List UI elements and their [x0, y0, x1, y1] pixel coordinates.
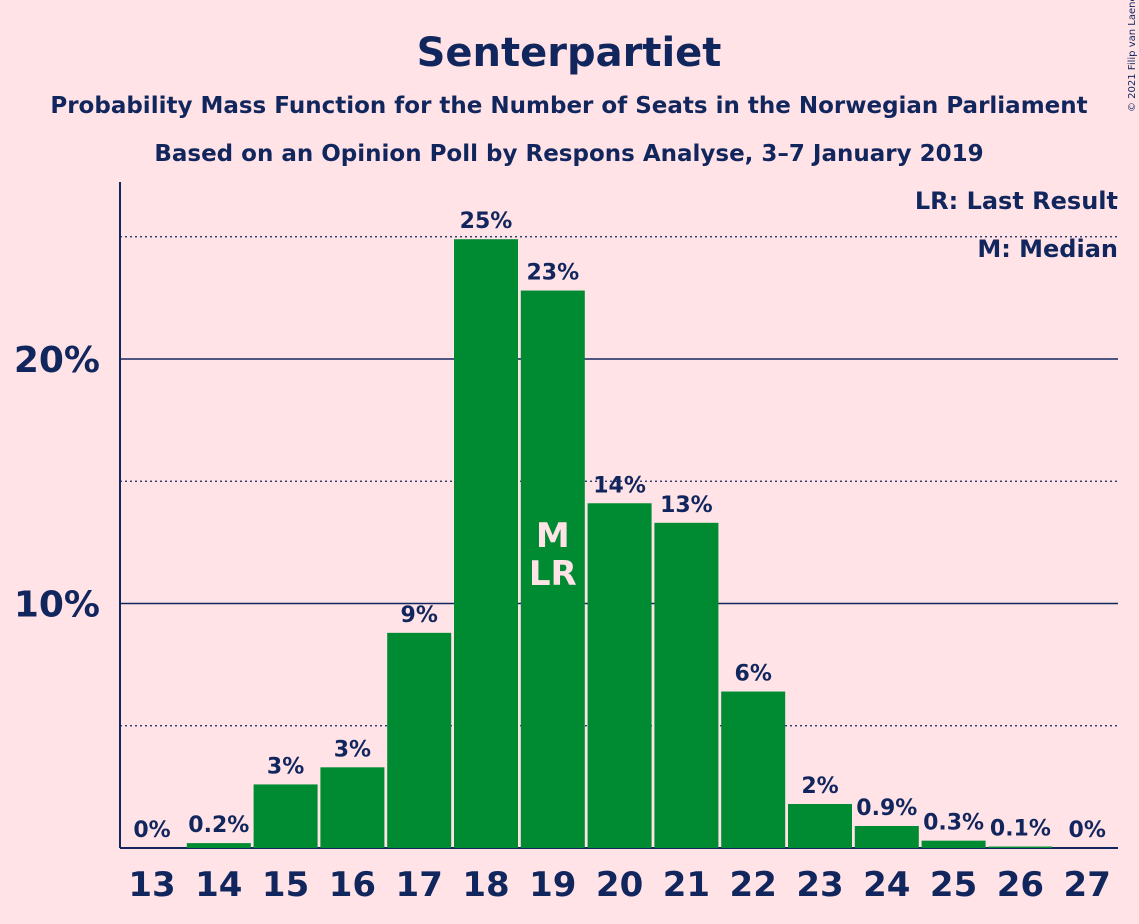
chart-subtitle: Probability Mass Function for the Number… — [50, 93, 1087, 119]
x-tick-label: 21 — [663, 865, 710, 905]
bar — [520, 290, 585, 848]
bar-value-label: 0% — [1069, 818, 1106, 843]
bar — [587, 503, 652, 848]
bar — [186, 843, 251, 848]
chart-subtitle-poll: Based on an Opinion Poll by Respons Anal… — [154, 141, 983, 167]
bar — [387, 632, 452, 848]
x-tick-label: 24 — [863, 865, 910, 905]
bar-marker-label: LR — [529, 554, 577, 594]
x-tick-label: 18 — [462, 865, 509, 905]
bar-value-label: 0.3% — [923, 811, 984, 836]
bar — [654, 522, 719, 848]
x-tick-label: 22 — [730, 865, 777, 905]
x-tick-label: 13 — [128, 865, 175, 905]
bar-marker-label: M — [536, 516, 570, 556]
bar-value-label: 23% — [526, 261, 579, 286]
x-tick-label: 14 — [195, 865, 242, 905]
bar-value-label: 6% — [735, 662, 772, 687]
bar — [320, 767, 385, 848]
copyright-note: © 2021 Filip van Laenen — [1127, 0, 1138, 112]
bar — [454, 239, 518, 848]
bar — [721, 691, 786, 848]
bar — [921, 840, 986, 848]
y-tick-label: 10% — [14, 585, 100, 626]
bar-value-label: 3% — [334, 737, 371, 762]
bar — [988, 846, 1053, 848]
x-tick-label: 23 — [796, 865, 843, 905]
bar-value-label: 25% — [460, 209, 513, 234]
x-tick-label: 17 — [396, 865, 443, 905]
bar-value-label: 14% — [593, 473, 646, 498]
x-tick-label: 25 — [930, 865, 977, 905]
bar-value-label: 3% — [267, 754, 304, 779]
bar-value-label: 13% — [660, 493, 713, 518]
bar — [788, 803, 852, 848]
bar — [253, 784, 318, 848]
x-tick-label: 27 — [1064, 865, 1111, 905]
bar — [854, 825, 919, 848]
legend-last-result: LR: Last Result — [915, 187, 1118, 215]
bar-value-label: 9% — [401, 603, 438, 628]
legend-median: M: Median — [977, 235, 1118, 263]
bar-value-label: 0.9% — [856, 796, 917, 821]
x-tick-label: 15 — [262, 865, 309, 905]
bar-value-label: 0% — [133, 818, 170, 843]
x-tick-label: 26 — [997, 865, 1044, 905]
x-tick-label: 16 — [329, 865, 376, 905]
chart-title: Senterpartiet — [417, 30, 722, 76]
bar-value-label: 2% — [801, 774, 838, 799]
y-tick-label: 20% — [14, 340, 100, 381]
x-tick-label: 20 — [596, 865, 643, 905]
bar-value-label: 0.1% — [990, 817, 1051, 842]
x-tick-label: 19 — [529, 865, 576, 905]
bar-value-label: 0.2% — [188, 813, 249, 838]
